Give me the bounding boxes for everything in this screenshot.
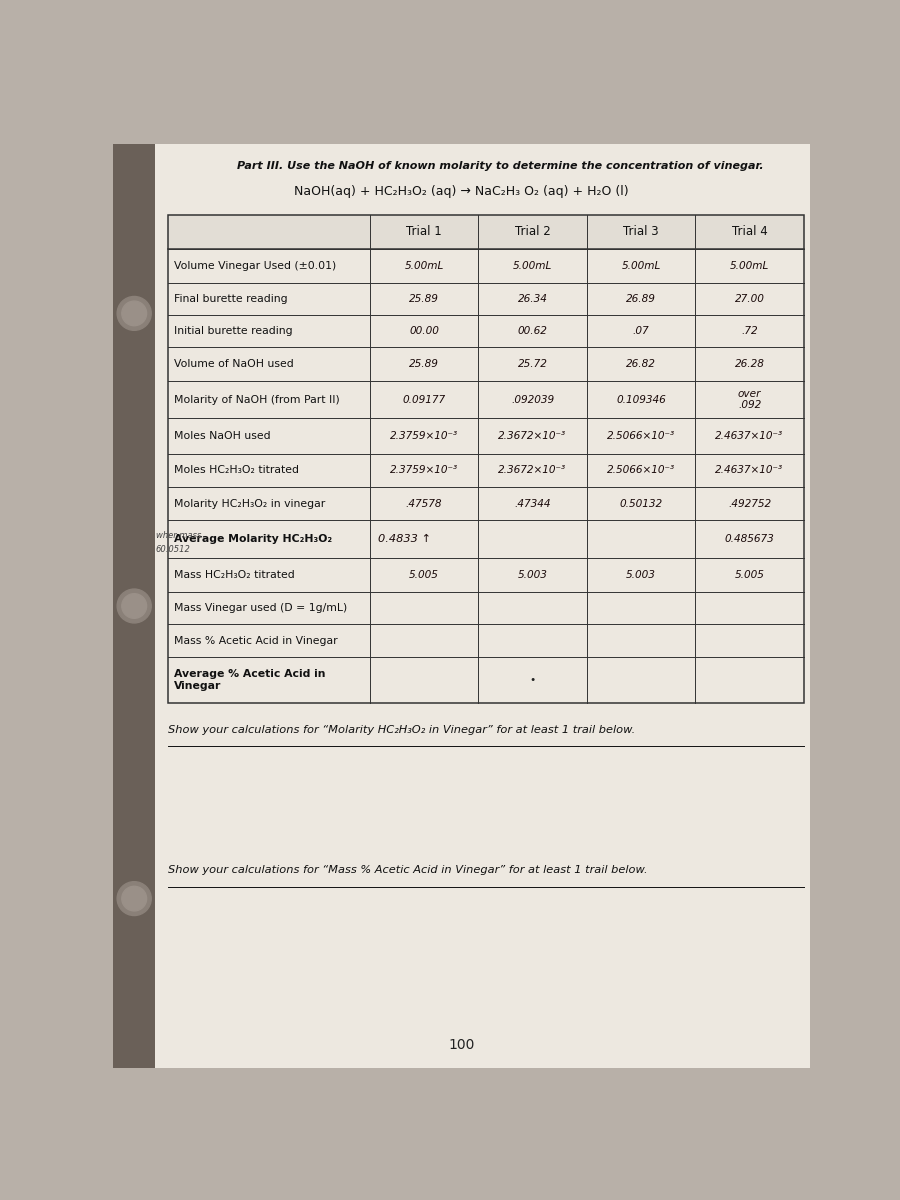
Text: Initial burette reading: Initial burette reading bbox=[174, 326, 292, 336]
Text: Mass % Acetic Acid in Vinegar: Mass % Acetic Acid in Vinegar bbox=[174, 636, 338, 646]
Text: 5.00mL: 5.00mL bbox=[730, 260, 770, 271]
Text: Trial 3: Trial 3 bbox=[623, 226, 659, 239]
Text: .492752: .492752 bbox=[728, 498, 771, 509]
Text: Trial 4: Trial 4 bbox=[732, 226, 768, 239]
Text: wher mass: wher mass bbox=[156, 532, 202, 540]
Text: 5.00mL: 5.00mL bbox=[513, 260, 553, 271]
Text: 5.005: 5.005 bbox=[410, 570, 439, 580]
Text: 5.005: 5.005 bbox=[734, 570, 764, 580]
Text: 25.72: 25.72 bbox=[518, 359, 547, 370]
Text: 00.00: 00.00 bbox=[410, 326, 439, 336]
Text: 2.3672×10⁻³: 2.3672×10⁻³ bbox=[499, 466, 567, 475]
Text: 2.5066×10⁻³: 2.5066×10⁻³ bbox=[607, 431, 675, 440]
Text: 0.50132: 0.50132 bbox=[619, 498, 662, 509]
Text: Moles HC₂H₃O₂ titrated: Moles HC₂H₃O₂ titrated bbox=[174, 466, 299, 475]
Text: .72: .72 bbox=[742, 326, 758, 336]
Text: 2.5066×10⁻³: 2.5066×10⁻³ bbox=[607, 466, 675, 475]
Text: .092039: .092039 bbox=[511, 395, 554, 404]
Text: 26.89: 26.89 bbox=[626, 294, 656, 304]
Text: 5.00mL: 5.00mL bbox=[621, 260, 661, 271]
Text: 26.34: 26.34 bbox=[518, 294, 547, 304]
Text: 0.109346: 0.109346 bbox=[616, 395, 666, 404]
Text: 25.89: 25.89 bbox=[410, 294, 439, 304]
Text: Show your calculations for “Molarity HC₂H₃O₂ in Vinegar” for at least 1 trail be: Show your calculations for “Molarity HC₂… bbox=[168, 725, 635, 734]
Text: Final burette reading: Final burette reading bbox=[174, 294, 287, 304]
Text: 0.09177: 0.09177 bbox=[402, 395, 446, 404]
Text: 2.4637×10⁻³: 2.4637×10⁻³ bbox=[716, 466, 784, 475]
Text: 26.82: 26.82 bbox=[626, 359, 656, 370]
Text: Mass HC₂H₃O₂ titrated: Mass HC₂H₃O₂ titrated bbox=[174, 570, 294, 580]
Bar bbox=[168, 215, 804, 703]
Text: •: • bbox=[529, 674, 535, 685]
Text: 100: 100 bbox=[448, 1038, 474, 1052]
Text: 26.28: 26.28 bbox=[734, 359, 764, 370]
Text: Average % Acetic Acid in
Vinegar: Average % Acetic Acid in Vinegar bbox=[174, 670, 325, 691]
Circle shape bbox=[122, 887, 147, 911]
Text: Part III. Use the NaOH of known molarity to determine the concentration of vineg: Part III. Use the NaOH of known molarity… bbox=[237, 161, 763, 170]
Text: Volume of NaOH used: Volume of NaOH used bbox=[174, 359, 293, 370]
Text: 0.4833 ↑: 0.4833 ↑ bbox=[378, 534, 430, 544]
Text: Moles NaOH used: Moles NaOH used bbox=[174, 431, 270, 440]
Text: 25.89: 25.89 bbox=[410, 359, 439, 370]
Text: 2.4637×10⁻³: 2.4637×10⁻³ bbox=[716, 431, 784, 440]
Text: 2.3672×10⁻³: 2.3672×10⁻³ bbox=[499, 431, 567, 440]
Text: 5.003: 5.003 bbox=[626, 570, 656, 580]
Text: Trial 1: Trial 1 bbox=[406, 226, 442, 239]
Text: Molarity of NaOH (from Part II): Molarity of NaOH (from Part II) bbox=[174, 395, 339, 404]
Text: .47578: .47578 bbox=[406, 498, 442, 509]
Text: .47344: .47344 bbox=[514, 498, 551, 509]
Text: Volume Vinegar Used (±0.01): Volume Vinegar Used (±0.01) bbox=[174, 260, 336, 271]
Text: NaOH(aq) + HC₂H₃O₂ (aq) → NaC₂H₃ O₂ (aq) + H₂O (l): NaOH(aq) + HC₂H₃O₂ (aq) → NaC₂H₃ O₂ (aq)… bbox=[294, 185, 628, 198]
Bar bbox=[168, 215, 804, 248]
Circle shape bbox=[122, 594, 147, 618]
Circle shape bbox=[122, 301, 147, 325]
Text: .07: .07 bbox=[633, 326, 650, 336]
Text: Mass Vinegar used (D = 1g/mL): Mass Vinegar used (D = 1g/mL) bbox=[174, 604, 347, 613]
Text: 5.00mL: 5.00mL bbox=[404, 260, 444, 271]
Text: 0.485673: 0.485673 bbox=[724, 534, 774, 544]
Circle shape bbox=[117, 882, 151, 916]
Text: 5.003: 5.003 bbox=[518, 570, 547, 580]
Text: Trial 2: Trial 2 bbox=[515, 226, 551, 239]
Text: Molarity HC₂H₃O₂ in vinegar: Molarity HC₂H₃O₂ in vinegar bbox=[174, 498, 325, 509]
Text: 60.0512: 60.0512 bbox=[156, 545, 191, 554]
Bar bbox=[112, 144, 155, 1068]
Text: 2.3759×10⁻³: 2.3759×10⁻³ bbox=[390, 431, 458, 440]
Text: Show your calculations for “Mass % Acetic Acid in Vinegar” for at least 1 trail : Show your calculations for “Mass % Aceti… bbox=[168, 865, 648, 876]
Text: over
.092: over .092 bbox=[738, 389, 761, 410]
Circle shape bbox=[117, 296, 151, 330]
Text: 2.3759×10⁻³: 2.3759×10⁻³ bbox=[390, 466, 458, 475]
Text: Average Molarity HC₂H₃O₂: Average Molarity HC₂H₃O₂ bbox=[174, 534, 332, 544]
Text: 27.00: 27.00 bbox=[734, 294, 764, 304]
Circle shape bbox=[117, 589, 151, 623]
Text: 00.62: 00.62 bbox=[518, 326, 547, 336]
